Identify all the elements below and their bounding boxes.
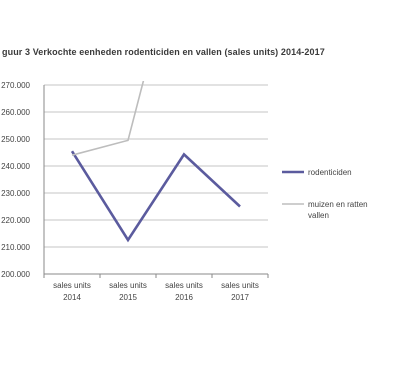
y-tick-label: 210.000 — [1, 243, 30, 252]
series-lines — [70, 81, 241, 243]
x-tick-label: sales units — [165, 281, 203, 290]
y-axis: 200.000 210.000 220.000 230.000 240.000 250.0… — [1, 81, 30, 279]
x-axis: sales units 2014 sales units 2015 sales unit… — [43, 274, 269, 302]
legend-label: vallen — [308, 211, 329, 220]
chart-title: guur 3 Verkochte eenheden rodenticiden e… — [2, 47, 325, 57]
gridlines — [43, 84, 268, 275]
y-tick-label: 200.000 — [1, 270, 30, 279]
x-tick-label: 2014 — [63, 293, 81, 302]
series-line-1 — [71, 81, 145, 156]
y-tick-label: 270.000 — [1, 81, 30, 90]
x-tick-label: sales units — [109, 281, 147, 290]
y-tick-label: 220.000 — [1, 216, 30, 225]
legend-label: muizen en ratten — [308, 200, 368, 209]
x-tick-label: sales units — [221, 281, 259, 290]
y-tick-label: 240.000 — [1, 162, 30, 171]
x-tick-label: sales units — [53, 281, 91, 290]
y-tick-label: 260.000 — [1, 108, 30, 117]
x-tick-label: 2015 — [119, 293, 137, 302]
x-tick-label: 2016 — [175, 293, 193, 302]
x-tick-label: 2017 — [231, 293, 249, 302]
y-tick-label: 230.000 — [1, 189, 30, 198]
series-line-0 — [70, 150, 241, 243]
legend-label: rodenticiden — [308, 168, 352, 177]
legend: rodenticiden muizen en ratten vallen — [282, 168, 368, 220]
y-tick-label: 250.000 — [1, 135, 30, 144]
